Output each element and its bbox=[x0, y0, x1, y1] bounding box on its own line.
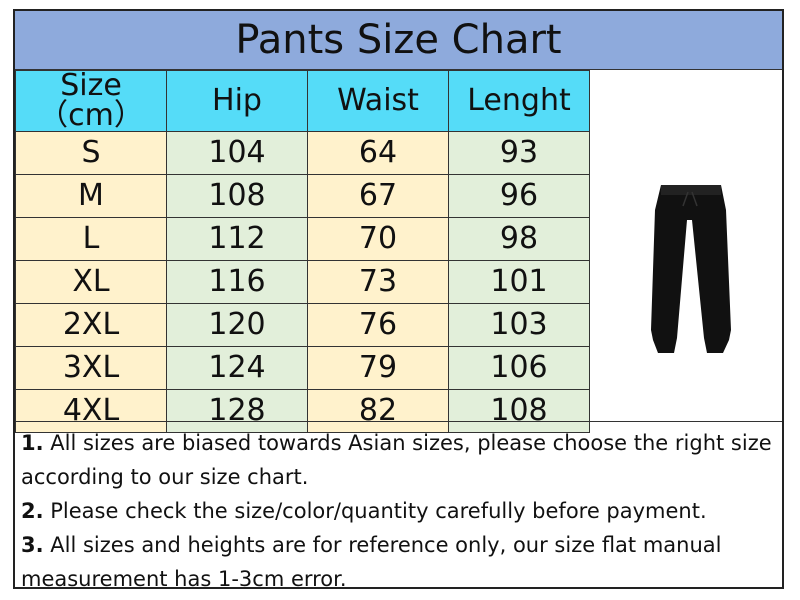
cell-hip: 104 bbox=[166, 131, 308, 175]
header-hip: Hip bbox=[166, 70, 308, 132]
table-row: S 104 64 93 bbox=[15, 131, 590, 175]
table-row: 3XL 124 79 106 bbox=[15, 346, 590, 390]
notes: 1. All sizes are biased towards Asian si… bbox=[15, 421, 782, 591]
header-size: Size（cm） bbox=[15, 70, 167, 132]
cell-length: 106 bbox=[448, 346, 590, 390]
cell-size: XL bbox=[15, 260, 167, 304]
cell-length: 101 bbox=[448, 260, 590, 304]
pants-icon bbox=[651, 185, 731, 353]
cell-length: 103 bbox=[448, 303, 590, 347]
cell-waist: 64 bbox=[307, 131, 449, 175]
cell-size: 2XL bbox=[15, 303, 167, 347]
table-row: XL 116 73 101 bbox=[15, 260, 590, 304]
cell-waist: 82 bbox=[307, 389, 449, 433]
cell-waist: 73 bbox=[307, 260, 449, 304]
cell-hip: 116 bbox=[166, 260, 308, 304]
pants-image bbox=[591, 70, 784, 421]
cell-length: 98 bbox=[448, 217, 590, 261]
cell-waist: 67 bbox=[307, 174, 449, 218]
cell-size: 4XL bbox=[15, 389, 167, 433]
header-row: Size（cm） Hip Waist Lenght bbox=[15, 70, 590, 132]
table-row: 4XL 128 82 108 bbox=[15, 389, 590, 433]
cell-length: 108 bbox=[448, 389, 590, 433]
cell-waist: 79 bbox=[307, 346, 449, 390]
cell-waist: 70 bbox=[307, 217, 449, 261]
header-length: Lenght bbox=[448, 70, 590, 132]
size-table: Size（cm） Hip Waist Lenght S 104 64 93 M 108 67… bbox=[15, 70, 590, 433]
cell-hip: 120 bbox=[166, 303, 308, 347]
chart-title: Pants Size Chart bbox=[15, 11, 782, 70]
header-waist: Waist bbox=[307, 70, 449, 132]
note-3: 3. All sizes and heights are for referen… bbox=[21, 533, 722, 591]
cell-length: 96 bbox=[448, 174, 590, 218]
table-row: M 108 67 96 bbox=[15, 174, 590, 218]
cell-hip: 112 bbox=[166, 217, 308, 261]
cell-size: M bbox=[15, 174, 167, 218]
cell-size: S bbox=[15, 131, 167, 175]
cell-hip: 108 bbox=[166, 174, 308, 218]
cell-waist: 76 bbox=[307, 303, 449, 347]
table-row: 2XL 120 76 103 bbox=[15, 303, 590, 347]
size-chart: Pants Size Chart Size（cm） Hip Waist Leng… bbox=[13, 9, 784, 591]
cell-size: L bbox=[15, 217, 167, 261]
table-row: L 112 70 98 bbox=[15, 217, 590, 261]
note-1: 1. All sizes are biased towards Asian si… bbox=[21, 431, 772, 489]
cell-size: 3XL bbox=[15, 346, 167, 390]
cell-length: 93 bbox=[448, 131, 590, 175]
cell-hip: 124 bbox=[166, 346, 308, 390]
note-2: 2. Please check the size/color/quantity … bbox=[21, 499, 707, 523]
